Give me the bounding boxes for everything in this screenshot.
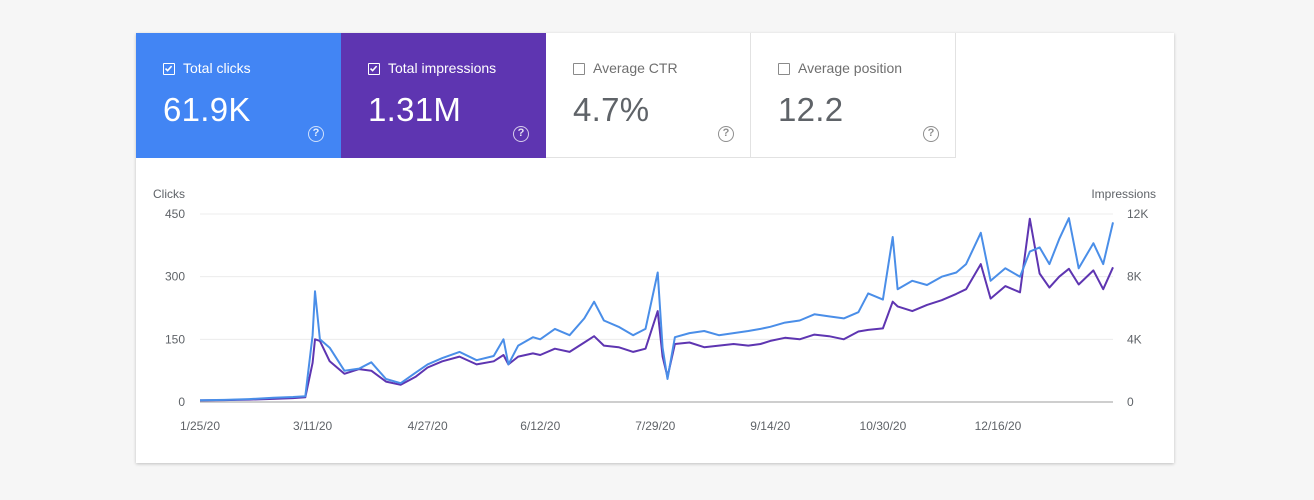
x-tick-label: 10/30/20 [860,419,907,433]
right-tick-label: 8K [1127,270,1142,284]
metric-tile-average-position[interactable]: Average position 12.2 ? [751,33,956,158]
right-axis-ticks: 0 4K 8K 12K [1127,207,1148,409]
x-axis-ticks: 1/25/20 3/11/20 4/27/20 6/12/20 7/29/20 9/14/… [180,419,1022,433]
right-tick-label: 12K [1127,207,1148,221]
metric-label: Average CTR [593,60,678,76]
metric-tiles: Total clicks 61.9K ? Total impressions 1… [136,33,1174,158]
left-axis-ticks: 0 150 300 450 [165,207,185,409]
x-tick-label: 6/12/20 [520,419,560,433]
series-lines [199,217,1114,402]
left-tick-label: 150 [165,332,185,346]
performance-chart: Clicks Impressions 0 150 300 450 0 4K 8K 12K 1… [153,187,1156,433]
metric-label: Average position [798,60,903,76]
right-tick-label: 0 [1127,395,1134,409]
x-tick-label: 3/11/20 [293,419,332,433]
metric-value: 1.31M [368,91,462,128]
left-tick-label: 450 [165,207,185,221]
x-tick-label: 1/25/20 [180,419,220,433]
checkbox-unchecked-icon[interactable] [778,63,790,75]
x-tick-label: 4/27/20 [408,419,448,433]
help-icon[interactable]: ? [718,126,734,142]
right-axis-title: Impressions [1091,187,1156,201]
metric-value: 12.2 [778,91,844,128]
checkbox-checked-icon[interactable] [368,63,380,75]
left-tick-label: 0 [178,395,185,409]
metric-tile-total-clicks[interactable]: Total clicks 61.9K ? [136,33,341,158]
left-axis-title: Clicks [153,187,185,201]
series-line-total-clicks [199,217,1114,402]
performance-card: Total clicks 61.9K ? Total impressions 1… [136,33,1174,463]
metric-value: 4.7% [573,91,650,128]
left-tick-label: 300 [165,270,185,284]
gridlines [200,213,1113,403]
checkbox-unchecked-icon[interactable] [573,63,585,75]
metric-value: 61.9K [163,91,251,128]
x-tick-label: 7/29/20 [635,419,675,433]
x-tick-label: 12/16/20 [975,419,1022,433]
help-icon[interactable]: ? [513,126,529,142]
checkbox-checked-icon[interactable] [163,63,175,75]
right-tick-label: 4K [1127,332,1142,346]
metric-label: Total clicks [183,60,251,76]
help-icon[interactable]: ? [923,126,939,142]
metric-tile-total-impressions[interactable]: Total impressions 1.31M ? [341,33,546,158]
metric-label: Total impressions [388,60,497,76]
metric-tile-average-ctr[interactable]: Average CTR 4.7% ? [546,33,751,158]
x-tick-label: 9/14/20 [750,419,790,433]
help-icon[interactable]: ? [308,126,324,142]
series-line-total-impressions [199,217,1114,402]
